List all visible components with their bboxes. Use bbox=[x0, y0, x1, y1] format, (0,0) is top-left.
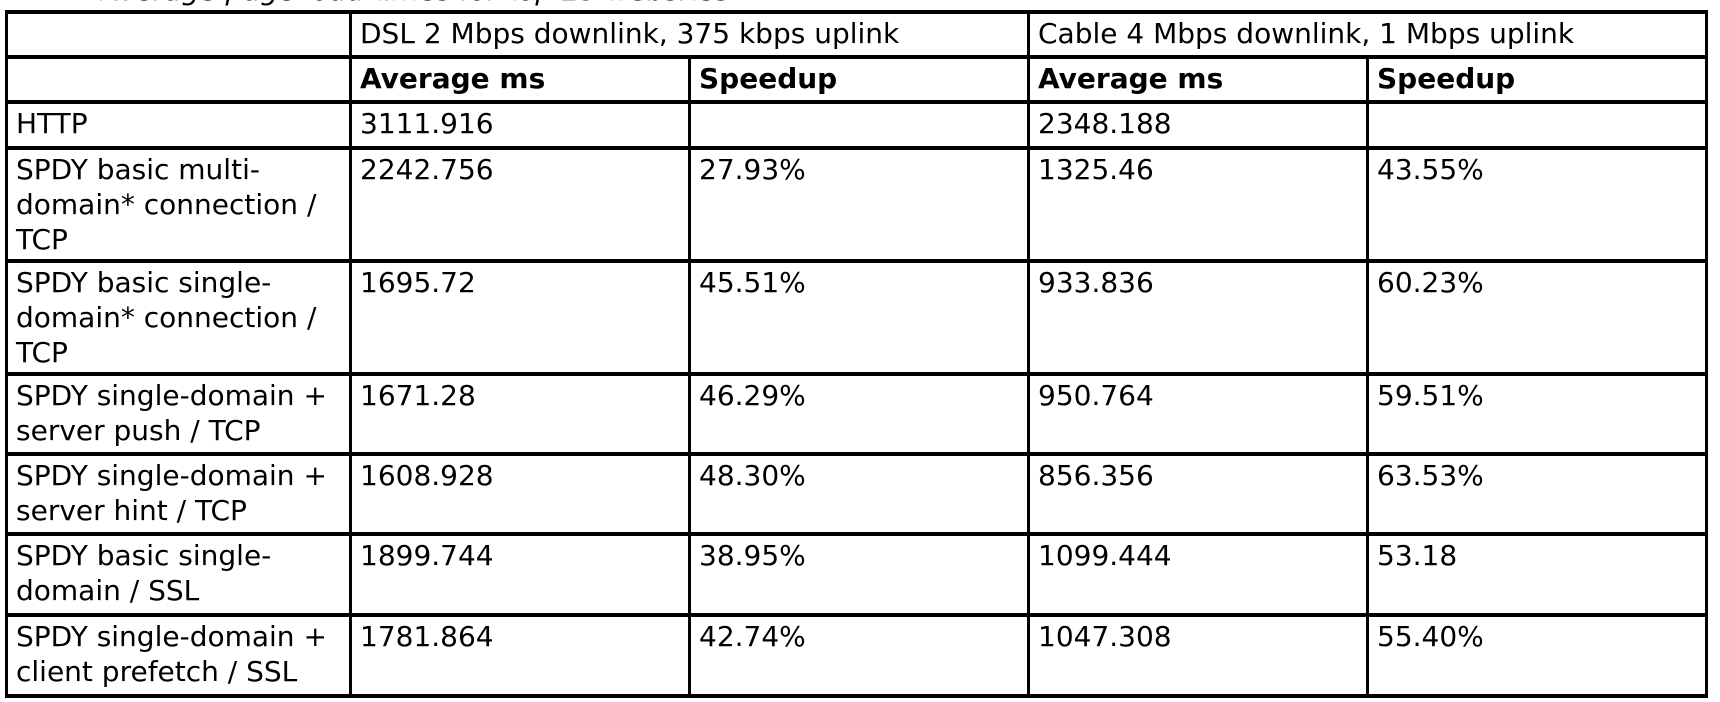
dsl-speedup-cell: 46.29% bbox=[688, 372, 1030, 456]
table-row: SPDY basic single-domain* connection / T… bbox=[5, 259, 1708, 376]
column-group-header-row: DSL 2 Mbps downlink, 375 kbps uplink Cab… bbox=[5, 10, 1708, 59]
table-row: SPDY single-domain + client prefetch / S… bbox=[5, 613, 1708, 698]
cable-avg-ms-cell: 933.836 bbox=[1027, 259, 1369, 376]
dsl-speedup-cell: 42.74% bbox=[688, 613, 1030, 698]
cable-avg-ms-cell: 1099.444 bbox=[1027, 532, 1369, 617]
clipped-caption-text: Average page load times for top 25 websi… bbox=[100, 0, 1000, 8]
dsl-speedup-cell: 38.95% bbox=[688, 532, 1030, 617]
dsl-speedup-cell: 27.93% bbox=[688, 146, 1030, 263]
cable-average-ms-header: Average ms bbox=[1027, 55, 1369, 104]
results-table: DSL 2 Mbps downlink, 375 kbps uplink Cab… bbox=[5, 10, 1708, 698]
table-row: SPDY single-domain + server push / TCP 1… bbox=[5, 372, 1708, 456]
cable-avg-ms-cell: 1047.308 bbox=[1027, 613, 1369, 698]
row-label-cell: SPDY single-domain + server push / TCP bbox=[5, 372, 352, 456]
row-label-cell: SPDY basic single-domain* connection / T… bbox=[5, 259, 352, 376]
dsl-speedup-header: Speedup bbox=[688, 55, 1030, 104]
sub-header-row: Average ms Speedup Average ms Speedup bbox=[5, 55, 1708, 104]
dsl-avg-ms-cell: 3111.916 bbox=[349, 100, 691, 150]
dsl-avg-ms-cell: 1781.864 bbox=[349, 613, 691, 698]
dsl-avg-ms-cell: 1695.72 bbox=[349, 259, 691, 376]
dsl-average-ms-header: Average ms bbox=[349, 55, 691, 104]
cable-group-header: Cable 4 Mbps downlink, 1 Mbps uplink bbox=[1027, 10, 1708, 59]
cable-avg-ms-cell: 950.764 bbox=[1027, 372, 1369, 456]
table-row: SPDY single-domain + server hint / TCP 1… bbox=[5, 452, 1708, 536]
corner-empty-cell bbox=[5, 10, 352, 59]
dsl-avg-ms-cell: 1608.928 bbox=[349, 452, 691, 536]
table-row: SPDY basic multi-domain* connection / TC… bbox=[5, 146, 1708, 263]
row-label-cell: SPDY basic multi-domain* connection / TC… bbox=[5, 146, 352, 263]
dsl-speedup-cell: 45.51% bbox=[688, 259, 1030, 376]
cable-speedup-cell: 53.18 bbox=[1366, 532, 1708, 617]
row-label-cell: SPDY single-domain + client prefetch / S… bbox=[5, 613, 352, 698]
table-row: HTTP 3111.916 2348.188 bbox=[5, 100, 1708, 150]
row-label-header-empty bbox=[5, 55, 352, 104]
cable-speedup-cell: 55.40% bbox=[1366, 613, 1708, 698]
dsl-avg-ms-cell: 1899.744 bbox=[349, 532, 691, 617]
dsl-avg-ms-cell: 2242.756 bbox=[349, 146, 691, 263]
cable-avg-ms-cell: 1325.46 bbox=[1027, 146, 1369, 263]
row-label-cell: SPDY single-domain + server hint / TCP bbox=[5, 452, 352, 536]
row-label-cell: SPDY basic single-domain / SSL bbox=[5, 532, 352, 617]
dsl-avg-ms-cell: 1671.28 bbox=[349, 372, 691, 456]
dsl-group-header: DSL 2 Mbps downlink, 375 kbps uplink bbox=[349, 10, 1030, 59]
table-row: SPDY basic single-domain / SSL 1899.744 … bbox=[5, 532, 1708, 617]
dsl-speedup-cell: 48.30% bbox=[688, 452, 1030, 536]
cable-avg-ms-cell: 856.356 bbox=[1027, 452, 1369, 536]
cable-speedup-cell: 59.51% bbox=[1366, 372, 1708, 456]
cable-speedup-cell bbox=[1366, 100, 1708, 150]
cable-speedup-header: Speedup bbox=[1366, 55, 1708, 104]
clipped-caption: Average page load times for top 25 websi… bbox=[100, 0, 1000, 9]
cable-speedup-cell: 60.23% bbox=[1366, 259, 1708, 376]
dsl-speedup-cell bbox=[688, 100, 1030, 150]
row-label-cell: HTTP bbox=[5, 100, 352, 150]
cable-avg-ms-cell: 2348.188 bbox=[1027, 100, 1369, 150]
cable-speedup-cell: 43.55% bbox=[1366, 146, 1708, 263]
cable-speedup-cell: 63.53% bbox=[1366, 452, 1708, 536]
